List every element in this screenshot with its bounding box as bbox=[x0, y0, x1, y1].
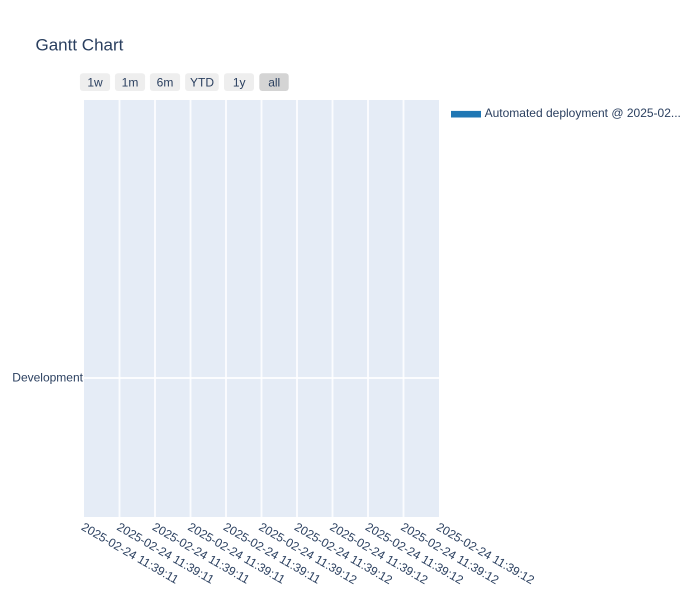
svg-text:1m: 1m bbox=[122, 75, 139, 89]
svg-text:1w: 1w bbox=[87, 75, 103, 89]
svg-text:Development: Development bbox=[12, 371, 83, 385]
svg-text:6m: 6m bbox=[157, 75, 174, 89]
svg-text:all: all bbox=[268, 75, 280, 89]
svg-text:Automated deployment @ 2025-02: Automated deployment @ 2025-02... bbox=[485, 106, 681, 120]
svg-text:1y: 1y bbox=[233, 75, 246, 89]
svg-text:Gantt Chart: Gantt Chart bbox=[36, 35, 124, 54]
svg-text:YTD: YTD bbox=[190, 75, 214, 89]
